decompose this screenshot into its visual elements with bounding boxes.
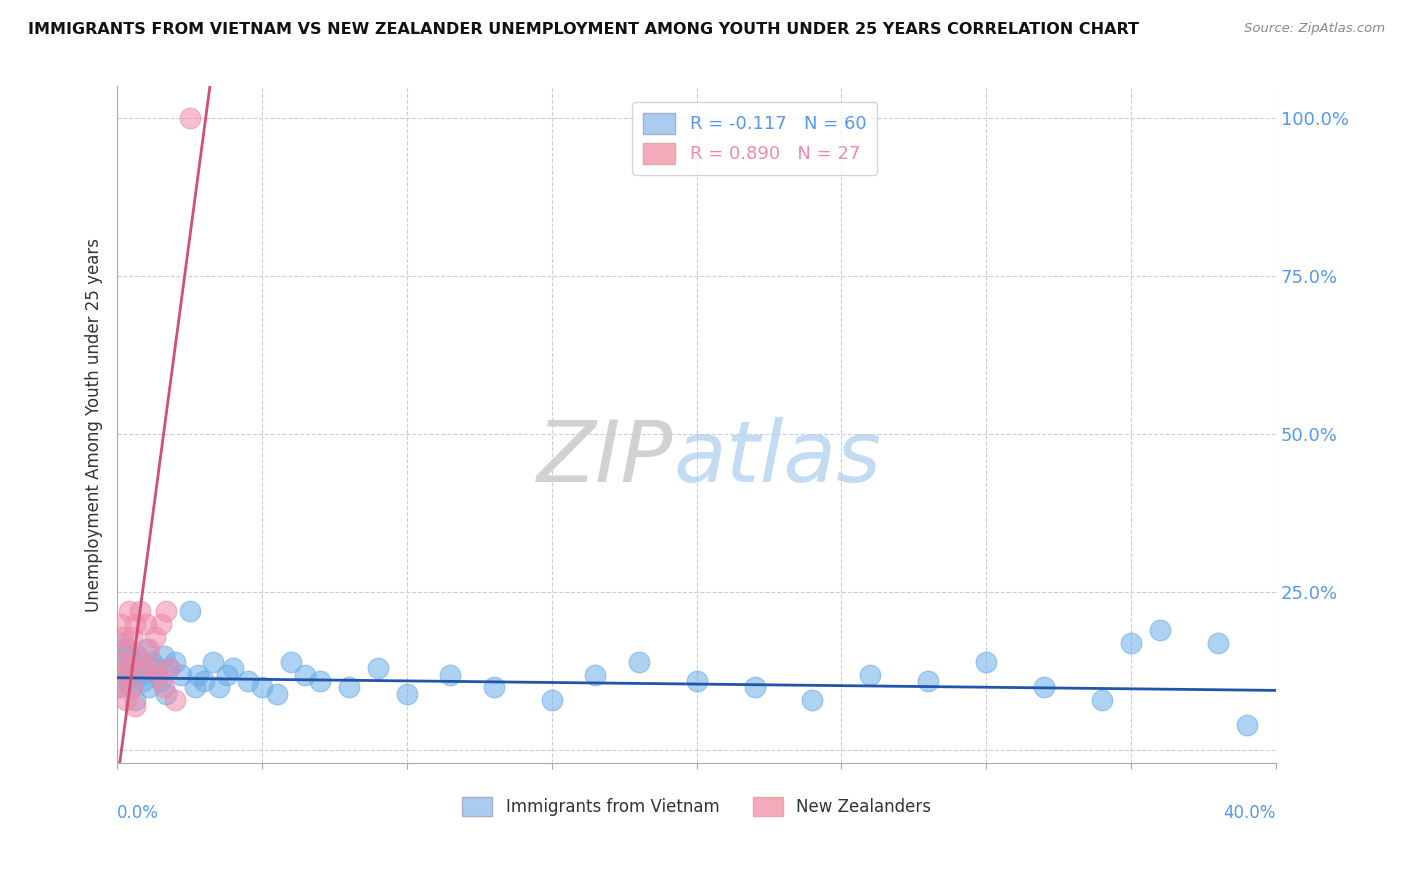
Point xyxy=(111,630,134,644)
Point xyxy=(744,680,766,694)
Text: ZIP: ZIP xyxy=(537,417,673,500)
Point xyxy=(439,667,461,681)
Point xyxy=(141,655,163,669)
Point xyxy=(170,667,193,681)
Point xyxy=(138,642,160,657)
Point xyxy=(146,667,169,681)
Point xyxy=(152,680,174,694)
Point xyxy=(121,630,143,644)
Point xyxy=(108,655,131,669)
Point xyxy=(115,673,138,688)
Point xyxy=(118,667,141,681)
Point xyxy=(132,661,155,675)
Legend: Immigrants from Vietnam, New Zealanders: Immigrants from Vietnam, New Zealanders xyxy=(456,790,938,822)
Point xyxy=(1091,693,1114,707)
Point xyxy=(121,680,143,694)
Point xyxy=(127,648,149,663)
Point xyxy=(124,699,146,714)
Point xyxy=(118,604,141,618)
Point xyxy=(201,655,224,669)
Point xyxy=(132,673,155,688)
Point xyxy=(250,680,273,694)
Point xyxy=(155,687,177,701)
Point xyxy=(108,680,131,694)
Point xyxy=(157,661,180,675)
Point xyxy=(165,655,187,669)
Point xyxy=(118,648,141,663)
Point xyxy=(108,655,131,669)
Point xyxy=(482,680,505,694)
Point xyxy=(1149,624,1171,638)
Point xyxy=(627,655,650,669)
Point xyxy=(917,673,939,688)
Point xyxy=(157,661,180,675)
Point xyxy=(108,680,131,694)
Point xyxy=(685,673,707,688)
Point xyxy=(155,604,177,618)
Point xyxy=(121,680,143,694)
Point xyxy=(801,693,824,707)
Point xyxy=(222,661,245,675)
Point xyxy=(149,617,172,632)
Point xyxy=(141,661,163,675)
Point xyxy=(124,693,146,707)
Point xyxy=(1236,718,1258,732)
Point xyxy=(135,642,157,657)
Point xyxy=(217,667,239,681)
Text: Source: ZipAtlas.com: Source: ZipAtlas.com xyxy=(1244,22,1385,36)
Point xyxy=(115,693,138,707)
Point xyxy=(146,667,169,681)
Point xyxy=(127,648,149,663)
Text: IMMIGRANTS FROM VIETNAM VS NEW ZEALANDER UNEMPLOYMENT AMONG YOUTH UNDER 25 YEARS: IMMIGRANTS FROM VIETNAM VS NEW ZEALANDER… xyxy=(28,22,1139,37)
Point xyxy=(309,673,332,688)
Point xyxy=(111,667,134,681)
Text: atlas: atlas xyxy=(673,417,882,500)
Point xyxy=(395,687,418,701)
Point xyxy=(124,661,146,675)
Point xyxy=(143,661,166,675)
Point xyxy=(129,667,152,681)
Point xyxy=(135,617,157,632)
Text: 40.0%: 40.0% xyxy=(1223,804,1277,822)
Point xyxy=(111,636,134,650)
Y-axis label: Unemployment Among Youth under 25 years: Unemployment Among Youth under 25 years xyxy=(86,238,103,612)
Point xyxy=(583,667,606,681)
Point xyxy=(236,673,259,688)
Point xyxy=(165,693,187,707)
Point xyxy=(193,673,215,688)
Point xyxy=(184,680,207,694)
Point xyxy=(143,630,166,644)
Point xyxy=(974,655,997,669)
Point xyxy=(187,667,209,681)
Point xyxy=(337,680,360,694)
Point xyxy=(1033,680,1056,694)
Point xyxy=(207,680,229,694)
Point xyxy=(294,667,316,681)
Point xyxy=(152,648,174,663)
Point xyxy=(859,667,882,681)
Point xyxy=(118,661,141,675)
Point xyxy=(111,661,134,675)
Point xyxy=(266,687,288,701)
Text: 0.0%: 0.0% xyxy=(117,804,159,822)
Point xyxy=(179,111,201,125)
Point xyxy=(367,661,389,675)
Point xyxy=(149,673,172,688)
Point xyxy=(179,604,201,618)
Point xyxy=(115,642,138,657)
Point xyxy=(124,617,146,632)
Point xyxy=(1206,636,1229,650)
Point xyxy=(121,655,143,669)
Point xyxy=(1119,636,1142,650)
Point xyxy=(129,604,152,618)
Point xyxy=(115,642,138,657)
Point xyxy=(280,655,302,669)
Point xyxy=(540,693,562,707)
Point xyxy=(108,617,131,632)
Point xyxy=(138,680,160,694)
